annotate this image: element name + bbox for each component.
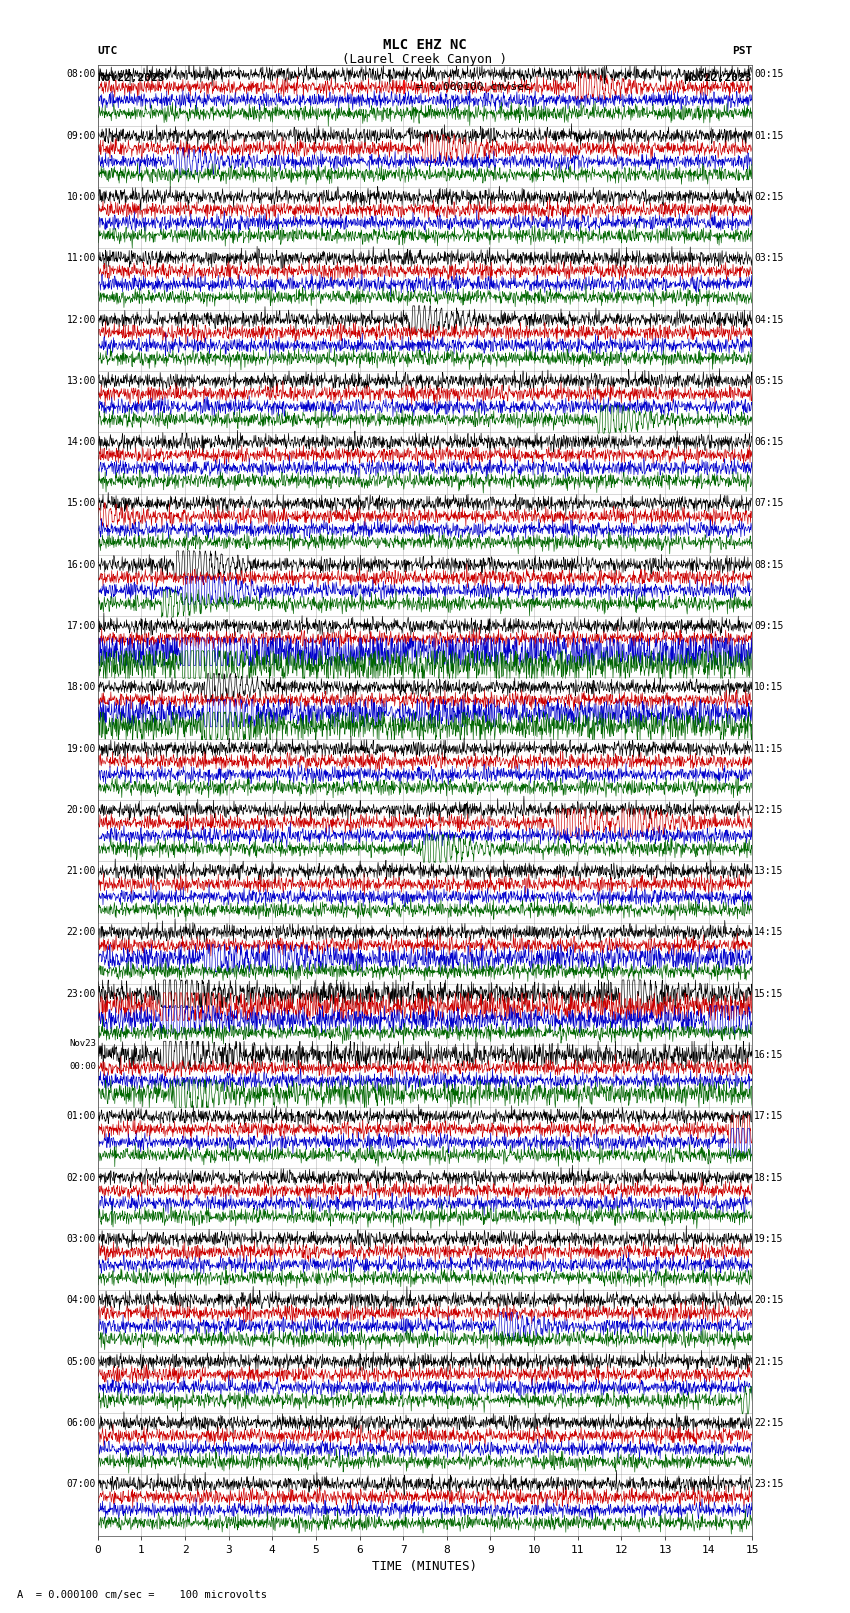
- Text: 09:15: 09:15: [754, 621, 784, 631]
- Text: = 0.000100 cm/sec: = 0.000100 cm/sec: [416, 82, 531, 92]
- Text: 14:00: 14:00: [66, 437, 96, 447]
- Text: 15:00: 15:00: [66, 498, 96, 508]
- Text: 02:00: 02:00: [66, 1173, 96, 1182]
- Text: 08:15: 08:15: [754, 560, 784, 569]
- Text: 17:00: 17:00: [66, 621, 96, 631]
- Text: 03:15: 03:15: [754, 253, 784, 263]
- Text: 21:15: 21:15: [754, 1357, 784, 1366]
- Text: A  = 0.000100 cm/sec =    100 microvolts: A = 0.000100 cm/sec = 100 microvolts: [17, 1590, 267, 1600]
- Text: MLC EHZ NC: MLC EHZ NC: [383, 37, 467, 52]
- Text: UTC: UTC: [98, 47, 118, 56]
- Text: (Laurel Creek Canyon ): (Laurel Creek Canyon ): [343, 53, 507, 66]
- Text: 04:00: 04:00: [66, 1295, 96, 1305]
- Text: 20:00: 20:00: [66, 805, 96, 815]
- Text: 02:15: 02:15: [754, 192, 784, 202]
- Text: |: |: [400, 81, 408, 94]
- Text: 06:15: 06:15: [754, 437, 784, 447]
- Text: 20:15: 20:15: [754, 1295, 784, 1305]
- Text: Nov22,2023: Nov22,2023: [98, 73, 165, 82]
- Text: Nov22,2023: Nov22,2023: [685, 73, 752, 82]
- Text: 23:00: 23:00: [66, 989, 96, 998]
- Text: 08:00: 08:00: [66, 69, 96, 79]
- Text: 01:00: 01:00: [66, 1111, 96, 1121]
- Text: 09:00: 09:00: [66, 131, 96, 140]
- Text: 05:15: 05:15: [754, 376, 784, 386]
- Text: 11:15: 11:15: [754, 744, 784, 753]
- Text: 17:15: 17:15: [754, 1111, 784, 1121]
- Text: 22:00: 22:00: [66, 927, 96, 937]
- Text: 15:15: 15:15: [754, 989, 784, 998]
- Text: 01:15: 01:15: [754, 131, 784, 140]
- Text: Nov23: Nov23: [69, 1039, 96, 1048]
- Text: 10:15: 10:15: [754, 682, 784, 692]
- Text: 22:15: 22:15: [754, 1418, 784, 1428]
- Text: 05:00: 05:00: [66, 1357, 96, 1366]
- Text: 03:00: 03:00: [66, 1234, 96, 1244]
- Text: 16:00: 16:00: [66, 560, 96, 569]
- Text: 10:00: 10:00: [66, 192, 96, 202]
- Text: 23:15: 23:15: [754, 1479, 784, 1489]
- Text: 18:15: 18:15: [754, 1173, 784, 1182]
- Text: 00:00: 00:00: [69, 1063, 96, 1071]
- Text: 14:15: 14:15: [754, 927, 784, 937]
- Text: 07:15: 07:15: [754, 498, 784, 508]
- Text: 19:15: 19:15: [754, 1234, 784, 1244]
- Text: 07:00: 07:00: [66, 1479, 96, 1489]
- Text: 16:15: 16:15: [754, 1050, 784, 1060]
- Text: 00:15: 00:15: [754, 69, 784, 79]
- Text: 13:00: 13:00: [66, 376, 96, 386]
- Text: 18:00: 18:00: [66, 682, 96, 692]
- Text: 13:15: 13:15: [754, 866, 784, 876]
- Text: 06:00: 06:00: [66, 1418, 96, 1428]
- Text: 21:00: 21:00: [66, 866, 96, 876]
- Text: PST: PST: [732, 47, 752, 56]
- Text: 04:15: 04:15: [754, 315, 784, 324]
- Text: 12:00: 12:00: [66, 315, 96, 324]
- Text: 12:15: 12:15: [754, 805, 784, 815]
- X-axis label: TIME (MINUTES): TIME (MINUTES): [372, 1560, 478, 1573]
- Text: 11:00: 11:00: [66, 253, 96, 263]
- Text: 19:00: 19:00: [66, 744, 96, 753]
